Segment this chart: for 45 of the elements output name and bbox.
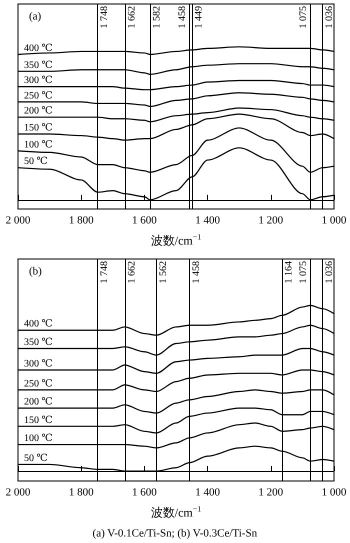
series-label: 250 ℃ <box>24 90 53 102</box>
series-label: 400 ℃ <box>24 318 53 330</box>
chart-title: (a) <box>29 10 42 22</box>
ref-line-label: 1 748 <box>99 6 110 28</box>
ref-line-label: 1 036 <box>324 6 336 28</box>
series-label: 50 ℃ <box>24 156 48 168</box>
series-label: 150 ℃ <box>24 414 53 426</box>
ref-line-label: 1 748 <box>99 261 110 284</box>
text: (a) V-0.1Ce/Ti-Sn; (b) V-0.3Ce/Ti-Sn <box>92 528 258 540</box>
ref-line-label: 1 582 <box>152 6 163 28</box>
x-tick-label: 1 200 <box>258 486 284 498</box>
ref-line-label: 1 449 <box>194 6 205 28</box>
series-label: 100 ℃ <box>24 433 53 444</box>
x-tick-label: 1 800 <box>68 486 94 498</box>
series-label: 250 ℃ <box>24 378 53 390</box>
x-tick-label: 1 800 <box>68 214 94 226</box>
series-label: 350 ℃ <box>24 336 53 348</box>
series-label: 100 ℃ <box>24 139 53 150</box>
series-label: 200 ℃ <box>24 396 53 408</box>
ref-line-label: 1 662 <box>126 6 138 28</box>
ref-line-label: 1 662 <box>126 261 138 284</box>
chart-title: (b) <box>29 266 42 278</box>
series-label: 200 ℃ <box>24 106 53 117</box>
series-label: 300 ℃ <box>24 358 53 370</box>
series-label: 350 ℃ <box>24 60 53 71</box>
ref-line-label: 1 075 <box>298 261 309 284</box>
x-tick-label: 1 400 <box>195 214 220 226</box>
x-tick-label: 1 600 <box>132 486 158 498</box>
x-tick-label: 2 000 <box>6 214 31 226</box>
series-label: 400 ℃ <box>24 42 53 54</box>
ref-line-label: 1 458 <box>190 261 202 284</box>
x-tick-label: 1 400 <box>195 486 220 498</box>
ref-line-label: 1 562 <box>158 261 169 284</box>
series-label: 150 ℃ <box>24 122 53 134</box>
ref-line-label: 1 164 <box>284 261 295 284</box>
series-label: 50 ℃ <box>24 452 48 464</box>
x-tick-label: 1 200 <box>258 214 284 226</box>
x-tick-label: 1 600 <box>132 214 158 226</box>
x-tick-label: 1 000 <box>322 486 347 498</box>
ref-line-label: 1 075 <box>298 6 309 28</box>
series-label: 300 ℃ <box>24 75 53 86</box>
x-tick-label: 2 000 <box>6 486 31 498</box>
ref-line-label: 1 036 <box>324 261 336 284</box>
ref-line-label: 1 458 <box>176 6 188 28</box>
x-tick-label: 1 000 <box>322 214 347 226</box>
